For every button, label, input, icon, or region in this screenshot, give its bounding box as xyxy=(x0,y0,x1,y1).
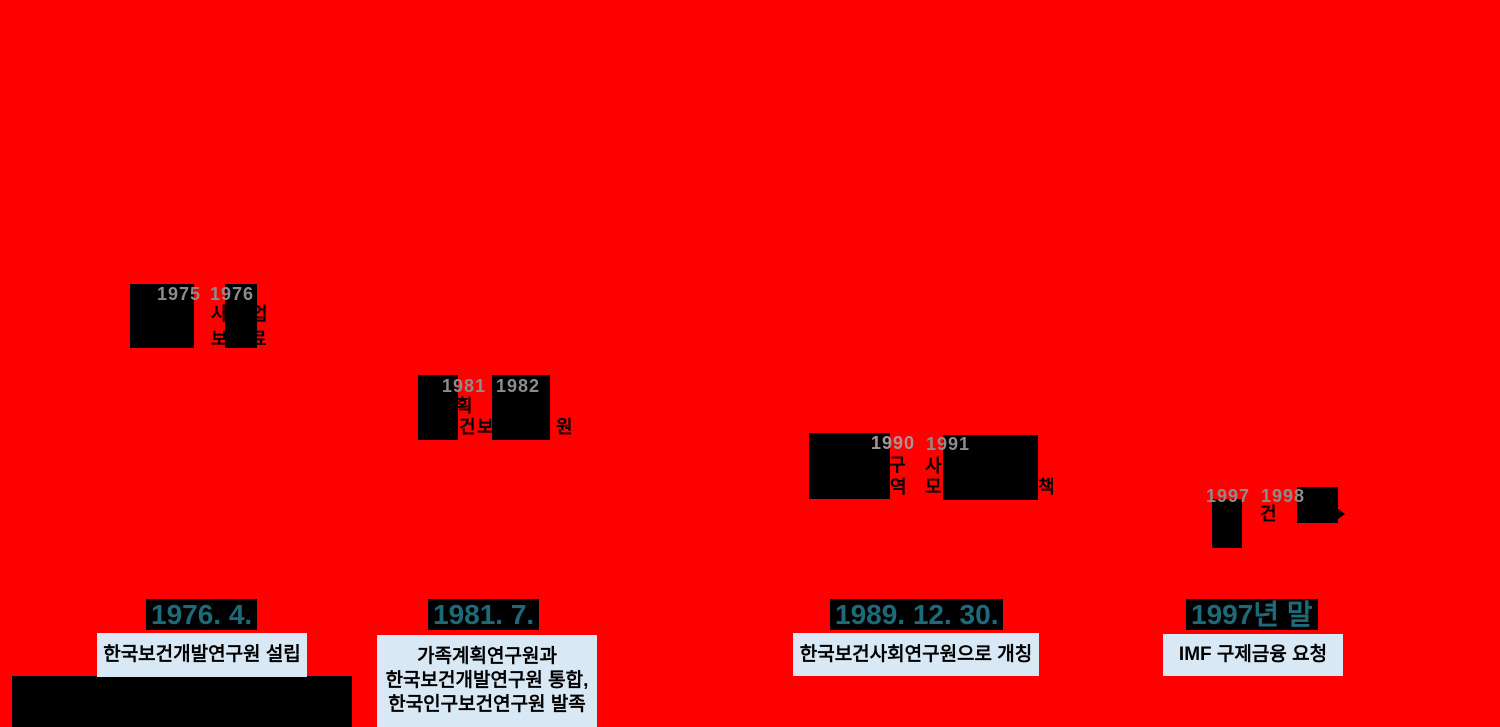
redacted-image-box xyxy=(225,284,257,348)
milestone-date-heading: 1981. 7. xyxy=(428,599,540,630)
timeline-text-fragment: 사 xyxy=(211,304,228,324)
year-label: 1991 xyxy=(926,434,971,454)
redacted-image-box xyxy=(809,433,890,499)
milestone-caption-line: 한국보건개발연구원 통합, xyxy=(385,670,589,691)
timeline-text-fragment: 역 xyxy=(890,477,907,497)
timeline-text-fragment: 보 xyxy=(477,417,494,437)
redacted-image-box xyxy=(943,435,1038,500)
milestone-caption-line: 한국인구보건연구원 발족 xyxy=(388,694,586,715)
timeline-text-fragment: 원 xyxy=(556,417,573,437)
year-label: 1981 xyxy=(442,376,487,396)
milestone-date-heading: 1976. 4. xyxy=(146,599,258,630)
timeline-text-fragment: 보 xyxy=(211,329,228,349)
year-label: 1998 xyxy=(1261,486,1306,506)
milestone-date-heading: 1997년 말 xyxy=(1186,599,1318,630)
year-label: 1990 xyxy=(871,433,916,453)
timeline-text-fragment: 책 xyxy=(1038,477,1055,497)
timeline-text-fragment: 건 xyxy=(1260,504,1277,524)
milestone-caption-line: 한국보건개발연구원 설립 xyxy=(103,644,301,665)
timeline-text-fragment: 건 xyxy=(459,417,476,437)
redacted-image-box xyxy=(418,375,458,440)
milestone-caption-line: 가족계획연구원과 xyxy=(417,646,557,667)
timeline-text-fragment: 구 xyxy=(889,455,906,475)
milestone-caption-line: 한국보건사회연구원으로 개칭 xyxy=(799,643,1033,665)
year-label: 1975 xyxy=(157,284,202,304)
milestone-caption-panel: 가족계획연구원과 한국보건개발연구원 통합, 한국인구보건연구원 발족 xyxy=(377,635,597,727)
timeline-text-fragment: 사 xyxy=(925,456,942,476)
redacted-image-box xyxy=(130,284,194,348)
redacted-image-box xyxy=(492,375,550,440)
year-label: 1982 xyxy=(496,376,541,396)
arrow-right-icon xyxy=(1334,506,1345,522)
redacted-image-box xyxy=(12,676,352,727)
timeline-text-fragment: 모 xyxy=(925,477,942,497)
redacted-image-box xyxy=(1212,499,1242,548)
timeline-text-fragment: 획 xyxy=(456,396,473,416)
milestone-caption-panel: 한국보건사회연구원으로 개칭 xyxy=(793,633,1039,676)
milestone-caption-panel: IMF 구제금융 요청 xyxy=(1163,634,1343,676)
year-label: 1976 xyxy=(210,284,255,304)
milestone-caption-panel: 한국보건개발연구원 설립 xyxy=(97,633,307,677)
year-label: 1997 xyxy=(1206,486,1251,506)
milestone-caption-line: IMF 구제금융 요청 xyxy=(1178,644,1328,665)
milestone-date-heading: 1989. 12. 30. xyxy=(830,599,1004,630)
redacted-image-box xyxy=(1297,487,1338,523)
